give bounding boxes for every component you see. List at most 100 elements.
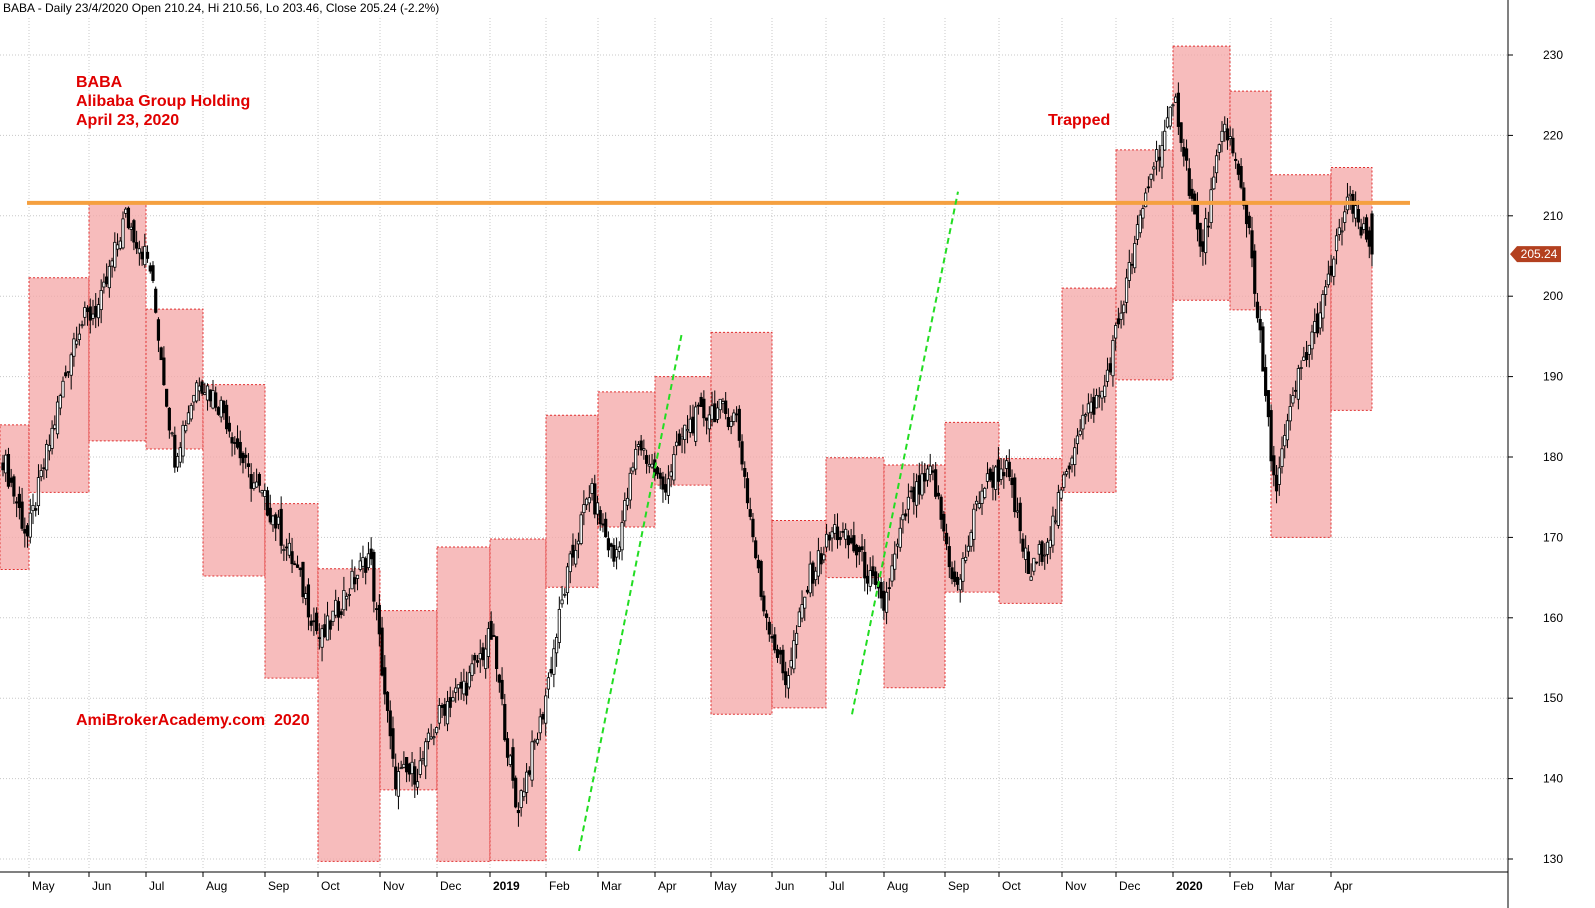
candle-body [893,553,897,570]
candle-body [584,498,589,506]
candle-body [110,260,114,267]
candle-body [508,755,512,765]
candle-body [1217,144,1221,153]
x-tick-label: Sep [268,879,290,893]
candle-body [1285,420,1290,441]
candle-body [1174,96,1178,103]
x-tick-label: Jun [775,879,794,893]
x-tick-label: Sep [948,879,970,893]
candle-body [1239,166,1243,188]
candle-body [489,621,493,640]
candle-body [1204,218,1208,254]
candle-body [443,704,447,716]
candle-body [827,534,831,541]
candle-body [503,703,507,741]
candle-body [36,477,41,507]
candle-body [165,388,169,407]
candle-body [554,637,559,654]
candle-body [25,525,30,537]
candle-body [1130,263,1134,266]
candle-body [1010,477,1014,486]
candle-body [1304,352,1309,361]
candle-body [595,502,600,515]
watermark-note: AmiBrokerAcademy.com 2020 [76,712,310,729]
candle-body [42,467,46,470]
candle-body [1105,369,1110,382]
y-tick-label: 160 [1543,611,1563,625]
candle-body [1149,173,1153,180]
candle-body [394,766,398,790]
candle-body [770,636,774,639]
candle-body [156,319,161,341]
candle-body [655,467,660,475]
candle-body [677,433,681,446]
candle-body [200,381,204,394]
candle-body [1340,230,1344,233]
candle-body [906,496,910,510]
candle-body [1034,561,1039,564]
candle-body [405,757,409,773]
candle-body [882,590,886,611]
candle-body [263,490,267,497]
candle-body [265,490,270,516]
candle-body [1354,205,1358,219]
candle-body [105,276,109,285]
candle-body [743,468,747,477]
monthly-range-boxes [0,45,1373,862]
x-tick-label: Mar [1274,879,1295,893]
candle-body [325,615,330,641]
date-note: April 23, 2020 [76,112,179,129]
candle-body [184,425,188,432]
candle-body [988,468,992,481]
candle-body [522,791,526,798]
candle-body [955,576,960,585]
candle-body [55,401,60,435]
candle-body [64,372,68,377]
candle-body [77,333,81,340]
candle-body [516,809,521,814]
candle-body [1356,209,1360,223]
candle-body [1054,520,1058,523]
candle-body [1051,515,1055,546]
candle-body [17,493,21,508]
candle-body [219,399,223,418]
candle-body [1108,363,1112,373]
candle-body [309,620,313,626]
candle-body [410,761,414,775]
y-tick-label: 190 [1543,370,1563,384]
candle-body [672,454,676,481]
candle-body [1100,390,1104,399]
candle-body [579,514,583,544]
x-tick-label: Jul [149,879,164,893]
candle-body [901,514,905,521]
candle-body [328,620,332,630]
candle-body [369,548,373,560]
candle-body [841,531,845,533]
candle-body [1024,547,1028,560]
candle-body [669,471,673,477]
candle-body [985,473,990,482]
candle-body [1318,312,1322,329]
candle-body [966,545,970,552]
candle-body [186,412,191,425]
candle-body [241,452,245,464]
candle-body [1315,313,1320,334]
candle-body [1026,551,1030,574]
candle-body [1089,401,1093,413]
candle-body [854,544,859,556]
candle-body [448,697,452,708]
candle-body [375,608,379,610]
candle-body [718,398,722,411]
candle-body [574,549,578,565]
candle-body [1182,146,1186,157]
candle-body [1348,193,1352,197]
candle-body [181,424,185,457]
candle-body [644,455,649,464]
candle-body [205,385,210,401]
candle-body [647,463,651,467]
candle-body [565,566,570,594]
candle-body [857,546,861,553]
candle-body [1165,117,1170,128]
candle-body [974,500,979,505]
candle-body [625,497,630,506]
